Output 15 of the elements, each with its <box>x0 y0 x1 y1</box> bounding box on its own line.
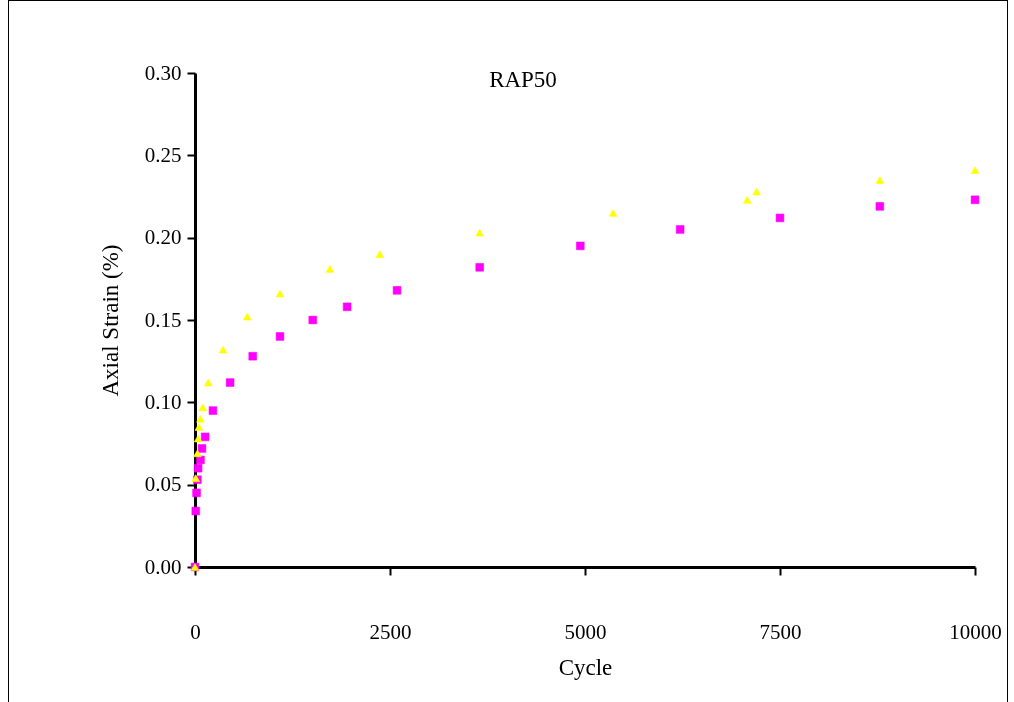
y-tick-label: 0.05 <box>144 472 182 497</box>
y-tick-label: 0.15 <box>144 307 182 332</box>
x-axis-title: Cycle <box>558 654 613 680</box>
y-tick-label: 0.30 <box>144 60 182 85</box>
chart-title: RAP50 <box>489 67 557 92</box>
x-tick-label: 5000 <box>564 619 607 644</box>
x-tick-label: 2500 <box>369 619 412 644</box>
y-tick-label: 0.20 <box>144 225 182 250</box>
x-tick-label: 10000 <box>949 619 1002 644</box>
x-tick-label: 7500 <box>759 619 802 644</box>
y-tick-label: 0.25 <box>144 142 182 167</box>
y-tick-label: 0.10 <box>144 389 182 414</box>
y-axis-title: Axial Strain (%) <box>97 244 123 397</box>
x-tick-label: 0 <box>190 619 201 644</box>
y-tick-label: 0.00 <box>144 554 182 579</box>
